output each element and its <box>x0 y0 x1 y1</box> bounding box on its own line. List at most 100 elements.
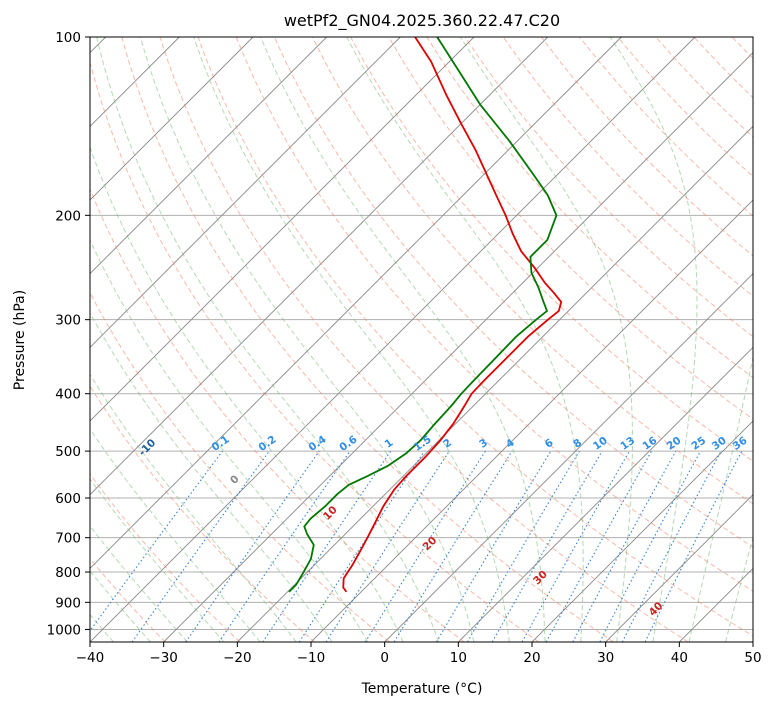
mixing-ratio-line <box>90 450 223 632</box>
moist-adiabat-line <box>193 37 510 642</box>
dewpoint-trace <box>288 37 558 593</box>
isotherm-line <box>752 641 753 642</box>
dry-adiabat-line <box>388 37 753 420</box>
mixing-ratio-label: 20 <box>665 435 684 453</box>
x-tick-label: 50 <box>744 650 761 666</box>
dry-adiabat-line <box>731 37 753 60</box>
moist-adiabat-line <box>90 311 333 642</box>
mixing-ratio-line <box>435 450 552 642</box>
moist-adiabat-line <box>90 145 404 642</box>
x-tick-label: −40 <box>76 650 105 666</box>
y-tick-label: 600 <box>55 491 81 507</box>
dry-adiabat-line <box>579 37 753 217</box>
temperature-trace <box>342 37 563 593</box>
moist-adiabat-line <box>725 535 753 642</box>
isotherm-line <box>384 273 753 642</box>
isotherm-line <box>90 37 696 642</box>
isotherm-line <box>163 52 753 642</box>
dry-adiabat-line <box>90 291 390 642</box>
y-tick-label: 800 <box>55 565 81 581</box>
dry-adiabat-line <box>90 187 465 642</box>
mixing-ratio-line <box>393 450 513 642</box>
isotherm-line <box>237 125 753 642</box>
dry-adiabat-line <box>273 37 753 548</box>
mixing-ratio-line <box>131 450 270 642</box>
mixing-ratio-line <box>521 450 630 642</box>
mixing-ratio-line <box>572 450 677 642</box>
moist-adiabat-line <box>90 373 297 642</box>
dry-adiabat-label: -10 <box>136 437 158 459</box>
mixing-ratio-line <box>298 450 425 642</box>
y-axis-label: Pressure (hPa) <box>12 290 28 390</box>
isotherm-line <box>90 37 327 275</box>
mixing-ratio-label: 13 <box>618 435 637 453</box>
dry-adiabat-line <box>159 37 689 642</box>
dry-adiabat-line <box>197 37 753 637</box>
moist-adiabat-line <box>90 525 188 642</box>
mixing-ratio-label: 25 <box>689 435 708 453</box>
moist-adiabat-line <box>96 37 439 642</box>
mixing-ratio-label: 6 <box>543 437 556 451</box>
mixing-ratio-line <box>185 450 320 642</box>
dry-adiabat-line <box>464 37 753 338</box>
isotherm-line <box>310 199 753 642</box>
mixing-ratio-line <box>621 450 722 642</box>
x-tick-label: −10 <box>297 650 326 666</box>
dry-adiabat-line <box>426 37 753 379</box>
dry-adiabat-line <box>350 37 753 462</box>
dry-adiabat-line <box>235 37 753 592</box>
moist-adiabat-line <box>459 37 633 642</box>
chart-title: wetPf2_GN04.2025.360.22.47.C20 <box>284 11 560 31</box>
y-tick-label: 1000 <box>47 622 81 638</box>
isotherm-line <box>90 37 548 496</box>
y-tick-label: 500 <box>55 444 81 460</box>
x-tick-label: −30 <box>149 650 178 666</box>
y-tick-label: 700 <box>55 531 81 547</box>
dry-adiabat-line <box>90 557 166 642</box>
moist-adiabat-line <box>90 428 261 642</box>
mixing-ratio-label: 16 <box>640 435 659 453</box>
y-tick-label: 900 <box>55 595 81 611</box>
dry-adiabat-line <box>693 37 753 99</box>
moist-adiabat-line <box>139 37 475 642</box>
dry-adiabat-line <box>90 385 316 642</box>
x-axis-label: Temperature (°C) <box>361 681 483 697</box>
isotherm-line <box>605 494 753 642</box>
moist-adiabat-line <box>90 238 369 642</box>
isotherm-line <box>679 567 753 642</box>
x-tick-label: 20 <box>523 650 540 666</box>
x-tick-label: 40 <box>671 650 688 666</box>
mixing-ratio-line <box>325 450 450 642</box>
mixing-ratio-label: 2 <box>441 437 454 451</box>
plot-frame <box>89 36 754 643</box>
y-tick-label: 100 <box>55 30 81 46</box>
moist-adiabat-line <box>688 354 753 642</box>
x-tick-label: 10 <box>450 650 467 666</box>
dry-adiabat-line <box>90 60 540 642</box>
x-tick-label: −20 <box>223 650 252 666</box>
mixing-ratio-label: 10 <box>591 435 610 453</box>
moist-adiabat-line <box>762 37 775 642</box>
dry-adiabat-line <box>90 473 241 642</box>
x-tick-label: 0 <box>380 650 389 666</box>
moist-adiabat-line <box>260 37 546 642</box>
y-tick-label: 300 <box>55 313 81 329</box>
mixing-ratio-label: 30 <box>710 435 729 453</box>
mixing-ratio-line <box>218 450 351 642</box>
isotherm-line <box>531 420 753 642</box>
y-tick-label: 200 <box>55 208 81 224</box>
isotherm-line <box>90 37 475 422</box>
isotherm-line <box>90 37 401 348</box>
dry-adiabat-label: 30 <box>531 568 550 587</box>
x-tick-label: 30 <box>597 650 614 666</box>
moist-adiabat-line <box>346 37 584 642</box>
mixing-ratio-line <box>262 450 392 642</box>
moist-adiabat-line <box>609 37 698 642</box>
mixing-ratio-line <box>644 450 743 642</box>
isotherm-line <box>90 37 254 201</box>
mixing-ratio-label: 8 <box>571 437 584 451</box>
mixing-ratio-line <box>545 450 653 642</box>
dry-adiabat-line <box>502 37 753 297</box>
y-tick-label: 400 <box>55 387 81 403</box>
